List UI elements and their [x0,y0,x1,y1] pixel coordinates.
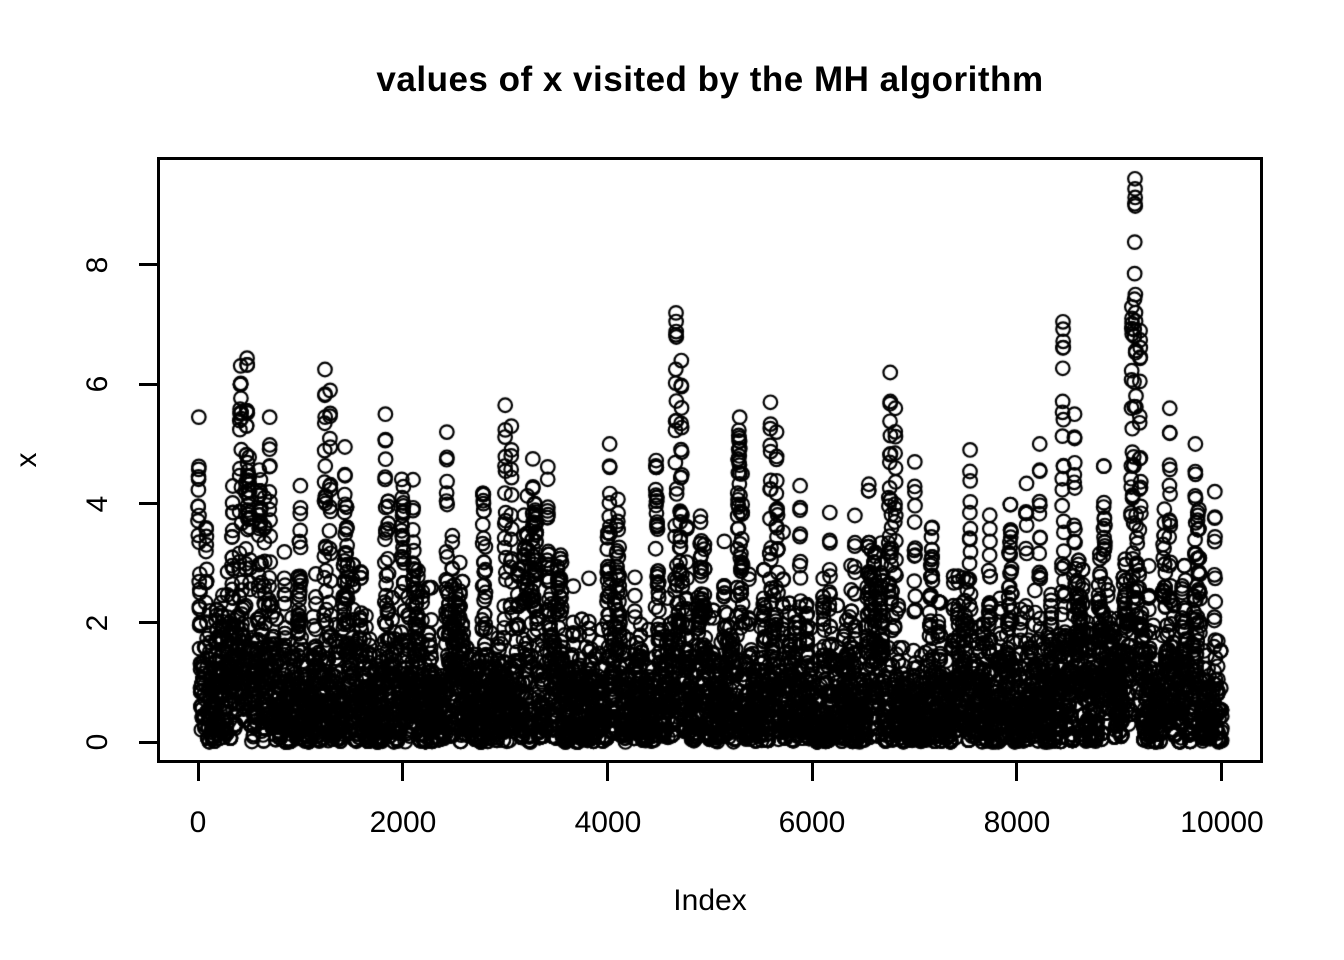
x-tick-mark [1220,763,1223,781]
x-tick-label: 6000 [778,806,846,839]
x-tick-mark [401,763,404,781]
y-tick-label: 8 [81,256,114,274]
x-tick-mark [1015,763,1018,781]
y-axis-label: x [10,452,43,468]
y-tick-mark [139,383,157,386]
y-tick-mark [139,263,157,266]
chart-title: values of x visited by the MH algorithm [376,60,1044,99]
y-tick-mark [139,741,157,744]
x-tick-label: 8000 [983,806,1051,839]
x-tick-mark [197,763,200,781]
y-tick-label: 6 [81,375,114,393]
x-tick-mark [606,763,609,781]
plot-area-border [157,157,1263,763]
y-tick-mark [139,621,157,624]
y-tick-label: 2 [81,614,114,632]
x-tick-mark [811,763,814,781]
x-tick-label: 0 [189,806,207,839]
x-axis-label: Index [673,884,747,917]
y-tick-label: 4 [81,495,114,513]
x-tick-label: 2000 [369,806,437,839]
x-tick-label: 10000 [1180,806,1264,839]
y-tick-label: 0 [81,733,114,751]
y-tick-mark [139,502,157,505]
x-tick-label: 4000 [574,806,642,839]
